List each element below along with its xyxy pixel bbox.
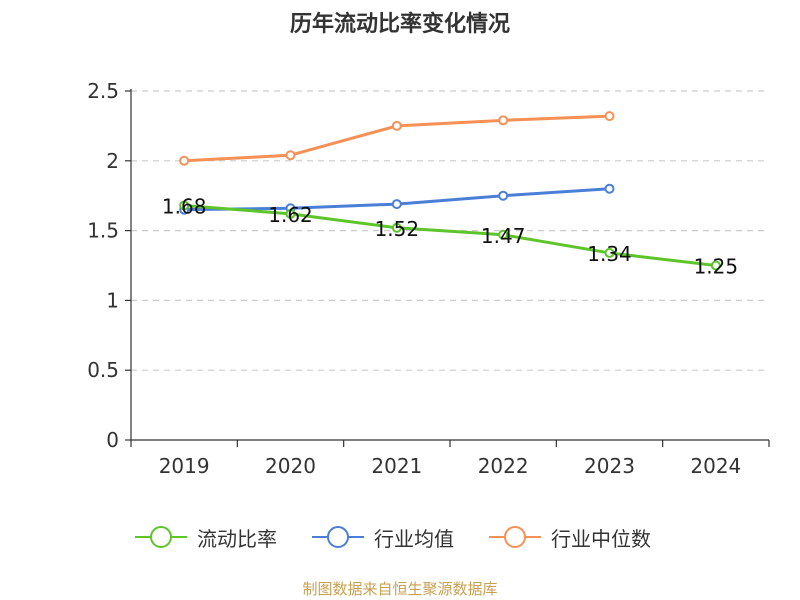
data-point <box>498 190 509 201</box>
legend-item-industry-median[interactable]: 行业中位数 <box>487 522 651 552</box>
x-tick-label: 2021 <box>371 454 422 478</box>
legend-line-marker-icon <box>489 526 541 548</box>
data-point <box>179 200 190 211</box>
y-tick-label: 1.5 <box>87 219 119 243</box>
data-label: 1.68 <box>162 194 207 218</box>
x-tick-label: 2022 <box>478 454 529 478</box>
series-line <box>184 203 717 267</box>
data-label: 1.62 <box>268 203 313 227</box>
data-point <box>604 183 615 194</box>
x-tick-label: 2024 <box>690 454 741 478</box>
data-point <box>710 260 721 271</box>
source-note: 制图数据来自恒生聚源数据库 <box>302 580 498 598</box>
y-tick-label: 1 <box>106 288 119 312</box>
data-label: 1.47 <box>481 224 526 248</box>
data-point <box>285 208 296 219</box>
y-tick-label: 0 <box>106 428 119 452</box>
data-point <box>391 120 402 131</box>
data-point <box>391 199 402 210</box>
legend-item-industry-mean[interactable]: 行业均值 <box>310 522 454 552</box>
y-tick-label: 2.5 <box>87 79 119 103</box>
data-point <box>391 222 402 233</box>
data-point <box>498 115 509 126</box>
x-tick-label: 2019 <box>159 454 210 478</box>
legend-line-marker-icon <box>312 526 364 548</box>
y-tick-label: 2 <box>106 149 119 173</box>
chart-title: 历年流动比率变化情况 <box>289 12 510 37</box>
legend-label: 行业中位数 <box>551 526 651 551</box>
legend-label: 行业均值 <box>374 526 454 551</box>
legend: 流动比率 行业均值 行业中位数 <box>0 522 800 552</box>
series-lines <box>179 111 721 271</box>
legend-line-marker-icon <box>135 526 187 548</box>
y-tick-label: 0.5 <box>87 358 119 382</box>
data-label: 1.52 <box>375 217 420 241</box>
data-point <box>604 111 615 122</box>
legend-label: 流动比率 <box>197 526 277 551</box>
legend-item-current-ratio[interactable]: 流动比率 <box>133 522 277 552</box>
data-labels: 1.68 1.62 1.52 1.47 1.34 1.25 <box>162 194 738 278</box>
x-tick-label: 2020 <box>265 454 316 478</box>
data-point <box>498 229 509 240</box>
data-point <box>179 155 190 166</box>
data-point <box>285 150 296 161</box>
data-label: 1.25 <box>694 255 739 279</box>
x-tick-label: 2023 <box>584 454 635 478</box>
data-point <box>604 247 615 258</box>
data-label: 1.34 <box>587 242 632 266</box>
